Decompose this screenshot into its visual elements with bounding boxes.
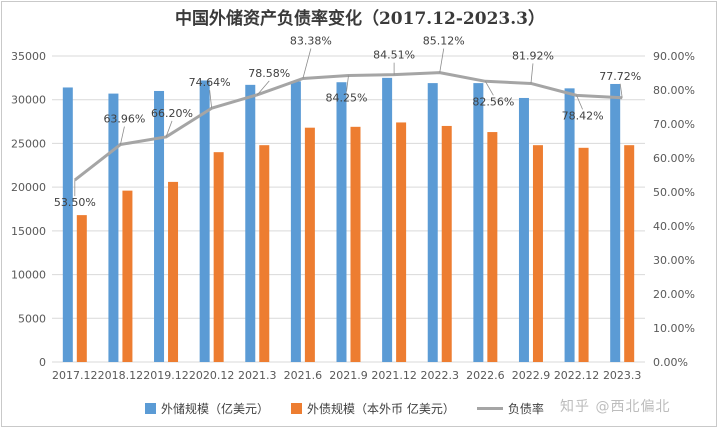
bar-reserves (518, 97, 529, 363)
bar-debt (441, 125, 452, 362)
ratio-data-label: 82.56% (472, 95, 514, 108)
y-left-tick-label: 10000 (11, 269, 46, 282)
x-tick-label: 2017.12 (52, 369, 98, 382)
ratio-data-label: 53.50% (54, 196, 96, 209)
legend-label-ratio: 负债率 (507, 401, 544, 416)
legend-swatch-debt (291, 402, 303, 414)
y-right-tick-label: 0.00% (653, 356, 688, 369)
bar-debt (350, 126, 361, 363)
ratio-label-leader (619, 83, 623, 98)
ratio-label-leader (120, 126, 125, 145)
bar-debt (259, 145, 270, 362)
y-left-tick-label: 25000 (11, 137, 46, 150)
y-right-tick-label: 50.00% (653, 186, 695, 199)
y-right-tick-label: 40.00% (653, 220, 695, 233)
bar-debt (532, 145, 543, 362)
bar-reserves (245, 84, 256, 362)
y-right-tick-label: 30.00% (653, 254, 695, 267)
chart-title: 中国外储资产负债率变化（2017.12-2023.3） (174, 9, 545, 29)
y-right-tick-label: 70.00% (653, 118, 695, 131)
x-tick-label: 2021.3 (238, 369, 277, 382)
ratio-label-leader (439, 48, 445, 73)
y-left-tick-label: 5000 (18, 312, 46, 325)
legend-label-reserves: 外储规模（亿美元） (161, 401, 270, 416)
ratio-label-leader (576, 95, 583, 110)
y-left-tick-label: 20000 (11, 181, 46, 194)
x-tick-label: 2021.9 (329, 369, 368, 382)
x-tick-label: 2021.12 (371, 369, 417, 382)
ratio-data-label: 66.20% (151, 107, 193, 120)
x-tick-label: 2022.6 (466, 369, 505, 382)
legend-line-ratio (476, 406, 503, 410)
ratio-data-label: 74.64% (189, 76, 231, 89)
ratio-data-label: 78.58% (248, 67, 290, 80)
x-tick-label: 2023.3 (603, 369, 642, 382)
bar-reserves (473, 83, 484, 363)
x-tick-label: 2020.12 (189, 369, 235, 382)
x-tick-label: 2018.12 (98, 369, 144, 382)
ratio-data-label: 63.96% (103, 113, 145, 126)
x-tick-label: 2021.6 (284, 369, 323, 382)
ratio-data-label: 83.38% (290, 35, 332, 48)
bar-debt (396, 122, 407, 363)
ratio-data-label: 77.72% (599, 70, 641, 83)
y-right-tick-label: 60.00% (653, 152, 695, 165)
legend-item-reserves: 外储规模（亿美元） (145, 400, 269, 417)
bar-debt (578, 147, 589, 362)
ratio-label-leader (165, 120, 173, 138)
y-right-tick-label: 10.00% (653, 322, 695, 335)
legend-item-ratio: 负债率 (476, 400, 544, 417)
bar-reserves (108, 93, 119, 362)
ratio-data-label: 85.12% (423, 35, 465, 48)
ratio-data-label: 78.42% (562, 109, 604, 122)
bar-reserves (610, 83, 621, 362)
legend: 外储规模（亿美元） 外债规模（本外币 亿美元） 负债率 (145, 398, 566, 418)
watermark: 知乎 @西北偏北 (560, 399, 671, 415)
bar-reserves (427, 83, 438, 363)
y-right-tick-label: 20.00% (653, 288, 695, 301)
ratio-data-label: 81.92% (512, 49, 554, 62)
y-left-tick-label: 35000 (11, 50, 46, 63)
y-right-tick-label: 90.00% (653, 50, 695, 63)
bar-reserves (199, 80, 210, 362)
bar-reserves (290, 81, 301, 363)
ratio-label-leader (256, 80, 270, 96)
bar-debt (122, 190, 133, 362)
legend-item-debt: 外债规模（本外币 亿美元） (291, 400, 455, 417)
bar-debt (304, 127, 315, 362)
bar-debt (624, 145, 635, 362)
y-left-tick-label: 30000 (11, 94, 46, 107)
bar-debt (487, 132, 498, 362)
bar-reserves (62, 87, 73, 362)
x-tick-label: 2022.3 (420, 369, 459, 382)
x-tick-label: 2019.12 (143, 369, 189, 382)
bar-reserves (154, 90, 165, 362)
x-tick-label: 2022.9 (512, 369, 551, 382)
bar-reserves (382, 77, 393, 362)
x-tick-label: 2022.12 (554, 369, 600, 382)
bar-debt (76, 215, 87, 362)
legend-label-debt: 外债规模（本外币 亿美元） (307, 401, 455, 416)
ratio-data-label: 84.51% (373, 49, 415, 62)
bar-debt (168, 181, 179, 362)
bar-reserves (564, 88, 575, 362)
ratio-label-leader (530, 63, 534, 84)
ratio-label-leader (209, 90, 213, 109)
ratio-label-leader (302, 48, 312, 79)
ratio-data-label: 84.25% (326, 92, 368, 105)
y-left-tick-label: 0 (39, 356, 46, 369)
legend-swatch-reserves (145, 402, 156, 414)
y-right-tick-label: 80.00% (653, 84, 695, 97)
ratio-label-leader (484, 81, 494, 96)
ratio-label-leader (346, 75, 349, 92)
bar-debt (213, 152, 224, 362)
bar-reserves (336, 82, 347, 362)
y-left-tick-label: 15000 (11, 225, 46, 238)
